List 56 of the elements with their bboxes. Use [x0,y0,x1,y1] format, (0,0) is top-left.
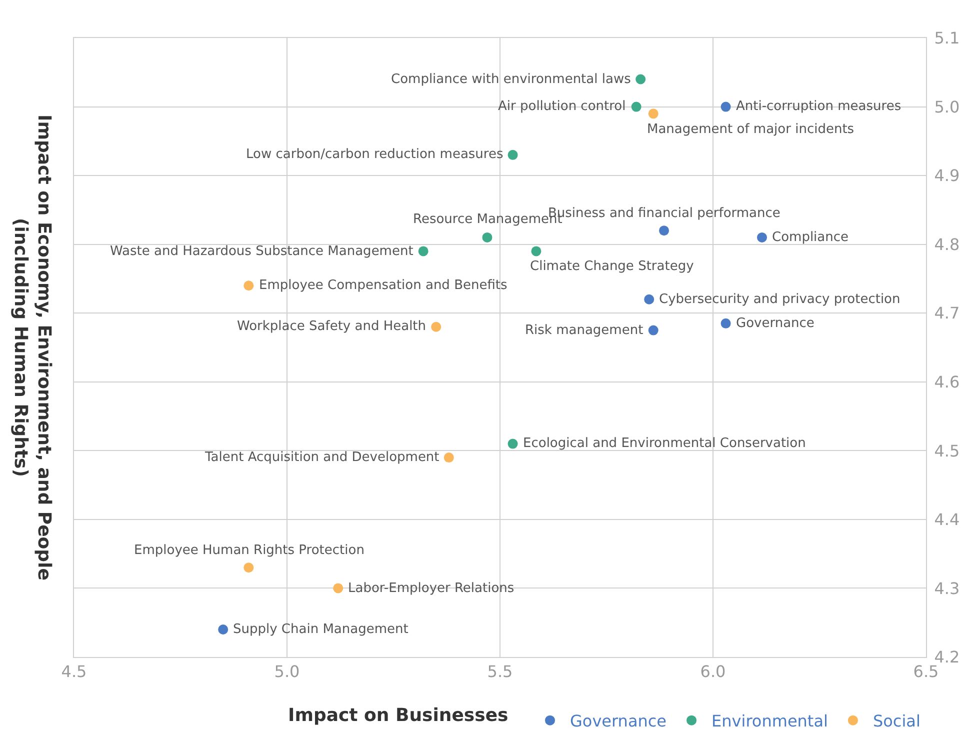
point [244,280,254,291]
point [644,294,654,304]
annotation: Air pollution control [498,99,626,114]
annotation: Ecological and Environmental Conservation [523,436,806,451]
annotation: Compliance with environmental laws [391,72,632,87]
x-axis-title: Impact on Businesses [288,705,508,726]
annotation: Labor-Employer Relations [348,581,514,596]
annotation: Supply Chain Management [233,622,408,637]
point [508,438,518,449]
point [720,102,731,112]
point [508,150,518,160]
x-tick-label: 4.5 [61,662,87,682]
point [418,246,428,256]
annotation: Workplace Safety and Health [237,319,426,334]
legend-label: Social [872,712,920,731]
point [482,232,492,242]
point [631,102,642,112]
point [244,562,254,573]
annotation: Cybersecurity and privacy protection [659,292,900,307]
annotation: Climate Change Strategy [530,259,694,274]
legend-label: Governance [570,712,667,731]
point [218,624,228,634]
y-tick-label: 4.9 [934,166,960,186]
point [444,452,454,463]
annotation: Management of major incidents [647,122,854,137]
annotation: Anti-corruption measures [736,99,902,114]
y-tick-label: 5.1 [934,28,960,48]
point [531,246,542,256]
point [636,74,646,84]
y-axis-title: Impact on Economy, Environment, and People (including Human Rights) [10,114,54,580]
y-tick-label: 4.8 [934,234,960,254]
annotation: Employee Compensation and Benefits [259,278,508,293]
annotation: Governance [736,316,814,331]
point [756,232,767,242]
annotation: Waste and Hazardous Substance Management [110,244,414,259]
point [333,583,344,594]
annotation: Employee Human Rights Protection [134,543,364,558]
annotation: Compliance [772,230,849,245]
point [659,226,670,236]
y-tick-label: 4.4 [934,510,960,530]
annotation: Low carbon/carbon reduction measures [246,147,504,162]
point [648,108,658,119]
annotation: Talent Acquisition and Development [204,450,440,465]
legend-label: Environmental [712,712,828,731]
y-tick-label: 4.6 [934,372,960,392]
x-tick-label: 5.5 [487,662,513,682]
point [720,318,731,328]
y-tick-label: 4.5 [934,441,960,460]
point [431,322,442,332]
y-tick-label: 4.7 [934,304,960,323]
annotation: Risk management [525,323,644,338]
point [648,325,658,336]
x-tick-label: 5.0 [274,662,300,682]
y-tick-label: 5.0 [934,97,960,116]
y-tick-label: 4.3 [934,578,960,598]
x-tick-label: 6.0 [700,662,726,682]
